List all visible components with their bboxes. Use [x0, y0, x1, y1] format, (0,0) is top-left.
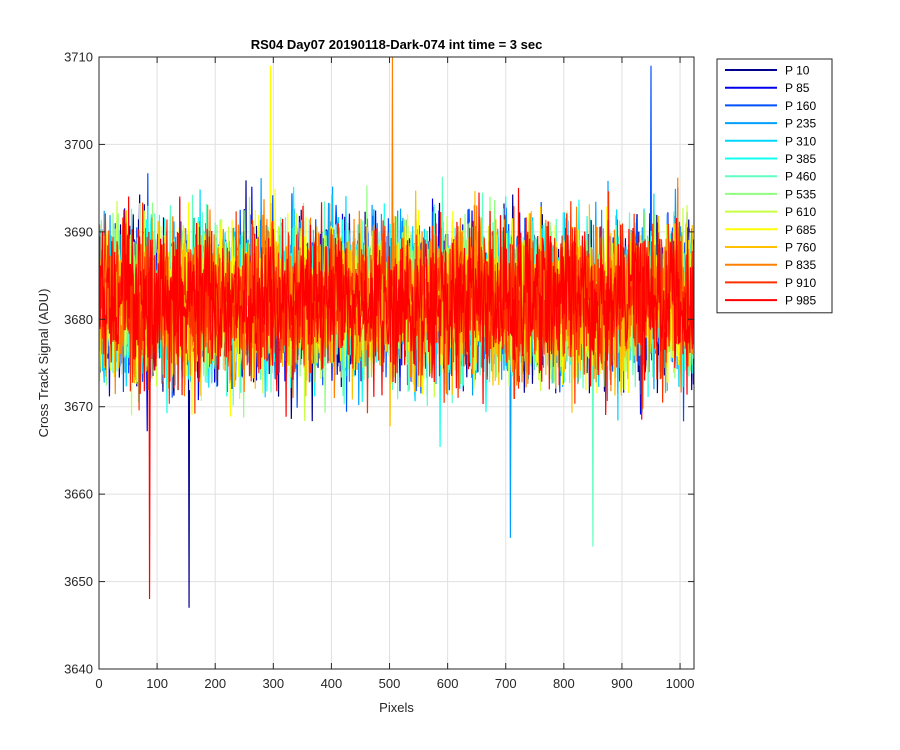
legend-label: P 10 — [785, 64, 810, 78]
y-axis-label: Cross Track Signal (ADU) — [36, 289, 51, 438]
x-tick-label: 200 — [204, 676, 226, 691]
y-tick-label: 3670 — [64, 399, 93, 414]
legend-box — [716, 58, 833, 314]
plot-series — [99, 57, 694, 608]
x-tick-label: 100 — [146, 676, 168, 691]
legend-label: P 760 — [785, 241, 816, 255]
legend-label: P 610 — [785, 205, 816, 219]
legend-label: P 910 — [785, 276, 816, 290]
y-tick-label: 3680 — [64, 312, 93, 327]
y-tick-label: 3690 — [64, 224, 93, 239]
y-tick-label: 3660 — [64, 487, 93, 502]
x-axis-label: Pixels — [379, 700, 414, 715]
legend-label: P 310 — [785, 134, 816, 148]
y-tick-label: 3710 — [64, 50, 93, 65]
legend-label: P 85 — [785, 81, 810, 95]
x-tick-label: 800 — [553, 676, 575, 691]
chart-title: RS04 Day07 20190118-Dark-074 int time = … — [251, 37, 543, 52]
legend-label: P 685 — [785, 223, 816, 237]
y-tick-label: 3700 — [64, 137, 93, 152]
legend-label: P 835 — [785, 258, 816, 272]
legend-label: P 235 — [785, 117, 816, 131]
x-tick-label: 500 — [379, 676, 401, 691]
x-tick-label: 700 — [495, 676, 517, 691]
y-tick-label: 3650 — [64, 574, 93, 589]
legend-label: P 460 — [785, 170, 816, 184]
x-tick-label: 600 — [437, 676, 459, 691]
y-tick-label: 3640 — [64, 662, 93, 677]
x-tick-label: 1000 — [666, 676, 695, 691]
x-tick-label: 0 — [95, 676, 102, 691]
legend-label: P 385 — [785, 152, 816, 166]
legend-label: P 160 — [785, 99, 816, 113]
legend-label: P 535 — [785, 187, 816, 201]
series-line-p985 — [99, 187, 694, 600]
axis-ticks: 0 100 200 300 400 500 600 700 800 900 1000 3640 3650… — [64, 50, 694, 692]
x-tick-label: 900 — [611, 676, 633, 691]
legend-label: P 985 — [785, 294, 816, 308]
x-tick-label: 400 — [321, 676, 343, 691]
axes-box — [98, 56, 695, 670]
legend[interactable]: P 10 P 85 P 160 P 235 P 310 P 385 P 460 P 535 P … — [716, 58, 833, 314]
x-tick-label: 300 — [262, 676, 284, 691]
